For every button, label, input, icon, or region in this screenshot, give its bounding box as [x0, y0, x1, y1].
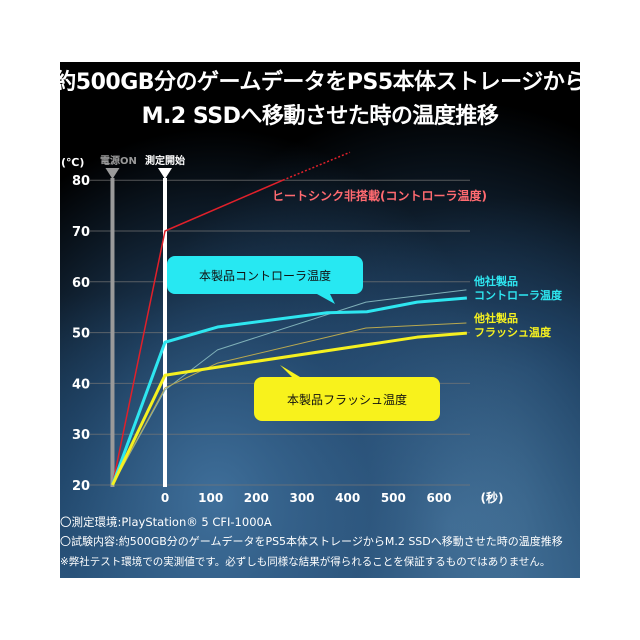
marker-triangle-icon: [158, 168, 172, 179]
callout-flash-text: 本製品フラッシュ温度: [287, 392, 407, 407]
y-tick-label: 60: [72, 276, 90, 291]
x-tick-label: 200: [244, 491, 269, 505]
y-tick-label: 70: [72, 225, 90, 240]
marker-label: 測定開始: [145, 154, 185, 167]
y-tick-label: 20: [72, 479, 90, 494]
series-line-1: [112, 289, 467, 486]
marker-label: 電源ON: [100, 154, 137, 167]
series-line-3: [111, 296, 468, 486]
legend-label-competitor: 他社製品: [473, 311, 518, 325]
legend-label-competitor: 他社製品: [473, 274, 518, 288]
callout-controller: [167, 256, 363, 304]
marker-triangle-icon: [105, 168, 120, 179]
x-tick-label: 600: [426, 491, 451, 505]
series-line-0: [111, 179, 284, 486]
note-disclaimer: ※弊社テスト環境での実測値です。必ずしも同様な結果が得られることを保証するもので…: [60, 556, 551, 568]
x-axis-label: (秒): [481, 490, 504, 505]
legend-label-metric: コントローラ温度: [474, 288, 563, 302]
annotation-no-heatsink: ヒートシンク非搭載(コントローラ温度): [272, 188, 487, 203]
x-tick-label: 0: [161, 491, 169, 505]
x-tick-label: 500: [381, 491, 406, 505]
chart-title-line2: M.2 SSDへ移動させた時の温度推移: [141, 104, 499, 129]
series-line-2: [112, 322, 467, 486]
callout-flash: [254, 365, 440, 421]
series-line-4: [111, 331, 468, 486]
x-tick-label: 400: [335, 491, 360, 505]
callout-controller-text: 本製品コントローラ温度: [199, 268, 331, 283]
note-environment: 〇測定環境:PlayStation® 5 CFI-1000A: [60, 515, 272, 529]
y-tick-label: 40: [72, 377, 90, 392]
y-tick-label: 30: [72, 428, 90, 443]
legend-label-metric: フラッシュ温度: [474, 325, 552, 339]
y-tick-label: 50: [72, 327, 90, 342]
series-dashed-extension: [282, 151, 351, 181]
note-test-content: 〇試験内容:約500GB分のゲームデータをPS5本体ストレージからM.2 SSD…: [60, 535, 563, 548]
x-tick-label: 300: [289, 491, 314, 505]
y-tick-label: 80: [72, 174, 90, 189]
chart-title-line1: 約500GB分のゲームデータをPS5本体ストレージから: [54, 70, 586, 95]
y-axis-label: (℃): [61, 156, 84, 169]
x-tick-label: 100: [198, 491, 223, 505]
